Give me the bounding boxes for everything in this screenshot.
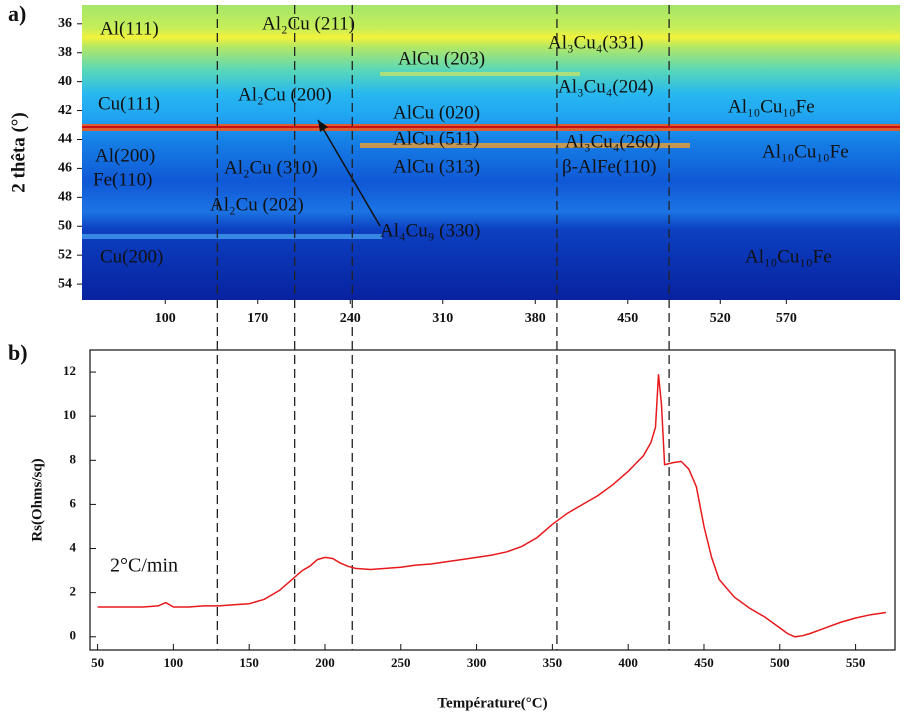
x-tick-label: 380 (525, 311, 546, 326)
x-tick-label: 150 (239, 655, 259, 670)
x-tick-label: 50 (91, 655, 104, 670)
y-tick-label: 54 (58, 276, 72, 291)
y-tick-label: 42 (58, 103, 72, 118)
x-tick-label: 170 (247, 311, 268, 326)
x-tick-label: 450 (694, 655, 714, 670)
annotation: Al₂Cu (202) (210, 194, 304, 215)
x-tick-label: 100 (164, 655, 184, 670)
y-tick-label: 8 (70, 451, 77, 466)
annotation: Fe(110) (93, 169, 152, 190)
heatmap-image (82, 5, 900, 300)
plot-frame (89, 349, 896, 651)
annotation: 2°C/min (110, 555, 178, 577)
annotation: AlCu (313) (393, 156, 480, 177)
x-tick-label: 310 (432, 311, 453, 326)
panel-label: b) (8, 340, 28, 365)
y-tick-label: 6 (70, 495, 77, 510)
y-axis-label: Rs(Ohms/sq) (29, 458, 45, 541)
x-tick-label: 300 (467, 655, 487, 670)
x-tick-label: 570 (776, 311, 797, 326)
y-tick-label: 52 (58, 247, 72, 262)
y-tick-label: 10 (63, 407, 76, 422)
x-tick-label: 400 (618, 655, 638, 670)
annotation: AlCu (511) (393, 128, 479, 149)
annotation: Al₂Cu (211) (262, 13, 355, 34)
annotation: Al₃Cu₄(260) (565, 131, 661, 152)
x-tick-label: 520 (710, 311, 731, 326)
annotation: AlCu (020) (393, 102, 480, 123)
y-axis-label: 2 thêta (°) (8, 112, 29, 192)
annotation: AlCu (203) (398, 48, 485, 69)
y-tick-label: 40 (58, 74, 72, 89)
x-tick-label: 550 (846, 655, 866, 670)
y-tick-label: 38 (58, 45, 72, 60)
annotation: Al₁₀Cu₁₀Fe (728, 96, 815, 117)
annotation: Al₁₀Cu₁₀Fe (762, 141, 849, 162)
annotation: Al₂Cu (200) (238, 84, 332, 105)
data-line (97, 374, 887, 638)
annotation: Al₄Cu₉ (330) (380, 220, 480, 241)
x-tick-label: 250 (391, 655, 411, 670)
y-tick-label: 46 (58, 161, 72, 176)
x-tick-label: 100 (155, 311, 176, 326)
y-tick-label: 0 (70, 628, 77, 643)
x-tick-label: 350 (543, 655, 563, 670)
annotation: Al₃Cu₄(331) (548, 32, 644, 53)
annotation: Al₂Cu (310) (224, 157, 318, 178)
y-tick-label: 44 (58, 132, 72, 147)
x-tick-label: 200 (315, 655, 335, 670)
y-tick-label: 12 (63, 363, 76, 378)
y-tick-label: 4 (70, 540, 77, 555)
arrow-head (318, 120, 328, 132)
annotation: Al(200) (95, 145, 155, 166)
x-axis-label: Température(°C) (437, 695, 547, 711)
annotation: β-AlFe(110) (562, 156, 656, 177)
annotation: Al(111) (100, 18, 159, 39)
annotation: Al₁₀Cu₁₀Fe (745, 246, 832, 267)
y-tick-label: 2 (70, 584, 77, 599)
y-tick-label: 36 (58, 16, 72, 31)
x-tick-label: 450 (617, 311, 638, 326)
panel-label: a) (8, 1, 26, 26)
arrow (317, 119, 381, 227)
x-tick-label: 500 (770, 655, 790, 670)
x-tick-label: 240 (340, 311, 361, 326)
y-tick-label: 48 (58, 190, 72, 205)
annotation: Al₃Cu₄(204) (558, 76, 654, 97)
y-tick-label: 50 (58, 218, 72, 233)
annotation: Cu(200) (100, 246, 163, 267)
annotation: Cu(111) (98, 93, 160, 114)
